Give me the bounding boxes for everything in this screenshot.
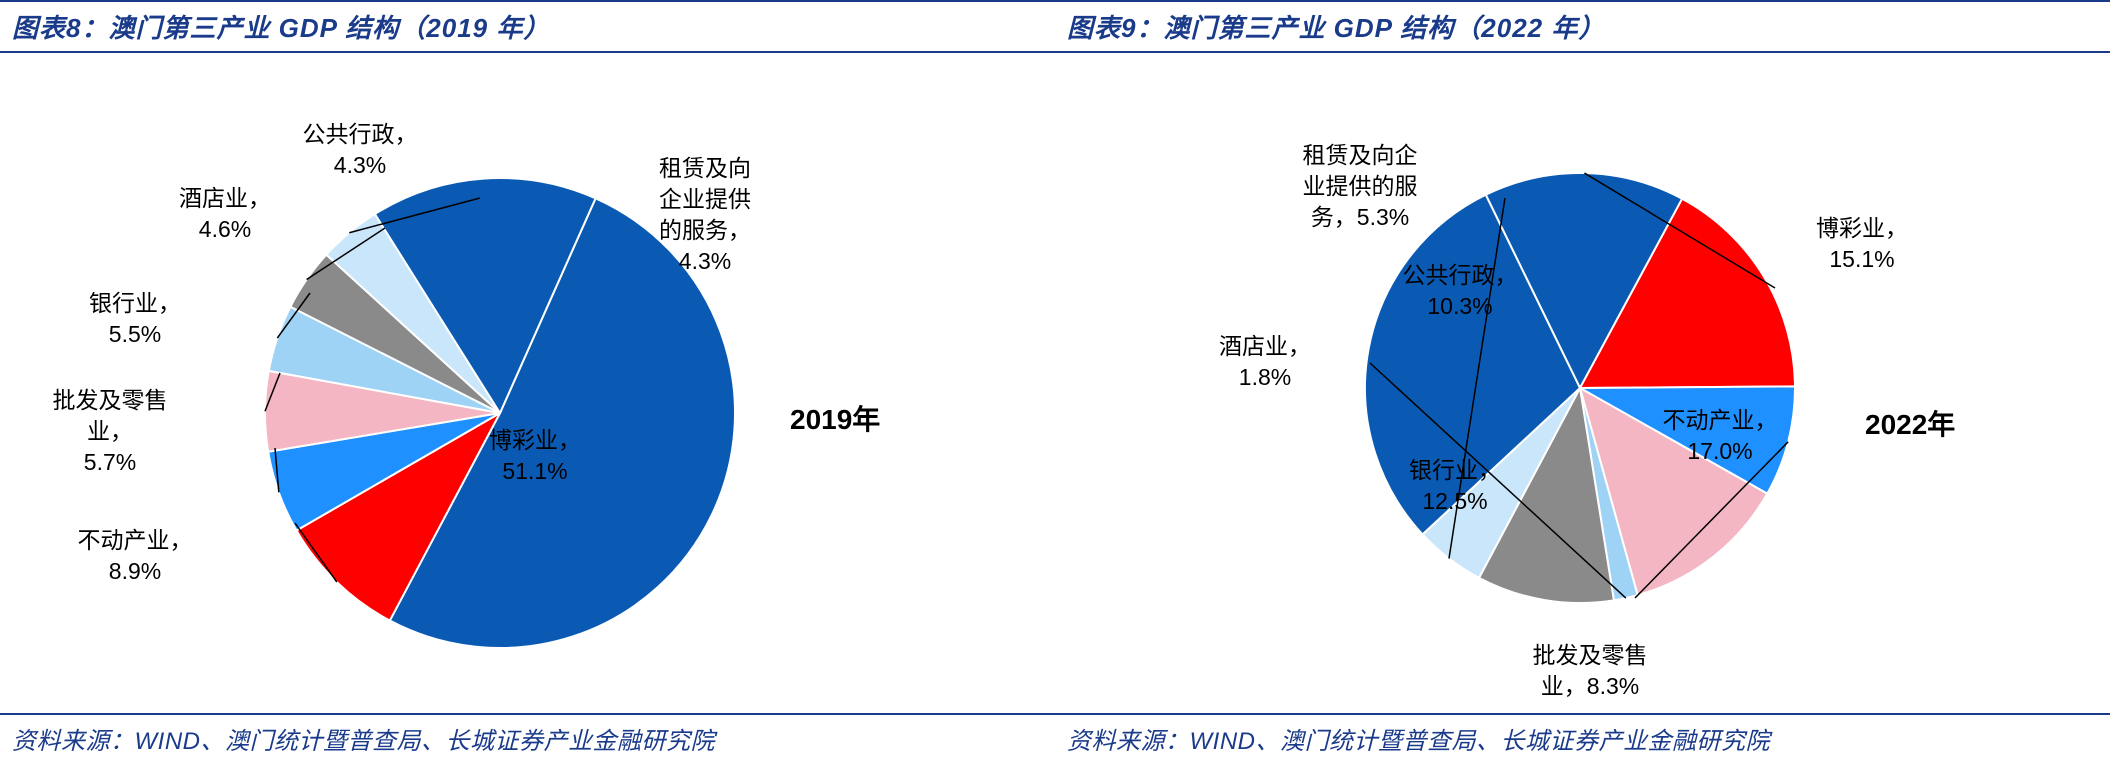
chart-title-2019: 图表8：澳门第三产业 GDP 结构（2019 年） [0,0,1055,53]
chart-title-2022: 图表9：澳门第三产业 GDP 结构（2022 年） [1055,0,2110,53]
chart-area-2019: 博彩业， 51.1%不动产业， 8.9%批发及零售业， 5.7%银行业， 5.5… [0,53,1055,713]
panel-2022: 图表9：澳门第三产业 GDP 结构（2022 年） 博彩业， 15.1%不动产业… [1055,0,2110,770]
pie-chart [0,53,1055,713]
year-label: 2019年 [790,398,880,438]
year-label: 2022年 [1865,403,1955,443]
source-2019: 资料来源：WIND、澳门统计暨普查局、长城证券产业金融研究院 [0,713,1055,756]
panel-2019: 图表8：澳门第三产业 GDP 结构（2019 年） 博彩业， 51.1%不动产业… [0,0,1055,770]
source-2022: 资料来源：WIND、澳门统计暨普查局、长城证券产业金融研究院 [1055,713,2110,756]
pie-chart [1055,53,2110,713]
chart-area-2022: 博彩业， 15.1%不动产业， 17.0%批发及零售 业，8.3%银行业， 12… [1055,53,2110,713]
